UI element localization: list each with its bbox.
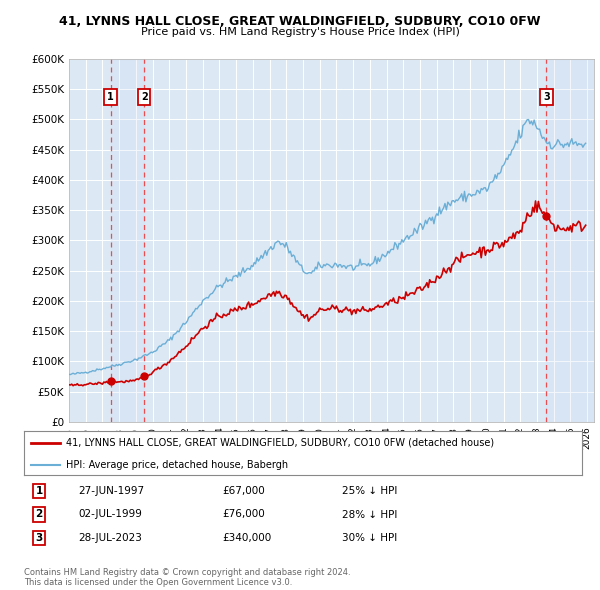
Text: 30% ↓ HPI: 30% ↓ HPI bbox=[342, 533, 397, 543]
Text: 3: 3 bbox=[543, 92, 550, 102]
Text: 1: 1 bbox=[35, 486, 43, 496]
Text: Contains HM Land Registry data © Crown copyright and database right 2024.
This d: Contains HM Land Registry data © Crown c… bbox=[24, 568, 350, 587]
Text: 1: 1 bbox=[107, 92, 114, 102]
Text: 2: 2 bbox=[35, 510, 43, 519]
Text: 27-JUN-1997: 27-JUN-1997 bbox=[78, 486, 144, 496]
Text: 02-JUL-1999: 02-JUL-1999 bbox=[78, 510, 142, 519]
Text: 3: 3 bbox=[35, 533, 43, 543]
Text: 41, LYNNS HALL CLOSE, GREAT WALDINGFIELD, SUDBURY, CO10 0FW: 41, LYNNS HALL CLOSE, GREAT WALDINGFIELD… bbox=[59, 15, 541, 28]
Text: 41, LYNNS HALL CLOSE, GREAT WALDINGFIELD, SUDBURY, CO10 0FW (detached house): 41, LYNNS HALL CLOSE, GREAT WALDINGFIELD… bbox=[66, 438, 494, 448]
Text: £340,000: £340,000 bbox=[222, 533, 271, 543]
Text: £76,000: £76,000 bbox=[222, 510, 265, 519]
Text: 25% ↓ HPI: 25% ↓ HPI bbox=[342, 486, 397, 496]
Text: 2: 2 bbox=[141, 92, 148, 102]
Bar bbox=[547, 59, 594, 422]
Text: £67,000: £67,000 bbox=[222, 486, 265, 496]
Text: 28-JUL-2023: 28-JUL-2023 bbox=[78, 533, 142, 543]
Text: HPI: Average price, detached house, Babergh: HPI: Average price, detached house, Babe… bbox=[66, 460, 288, 470]
Bar bbox=[110, 59, 144, 422]
Text: Price paid vs. HM Land Registry's House Price Index (HPI): Price paid vs. HM Land Registry's House … bbox=[140, 27, 460, 37]
Text: 28% ↓ HPI: 28% ↓ HPI bbox=[342, 510, 397, 519]
